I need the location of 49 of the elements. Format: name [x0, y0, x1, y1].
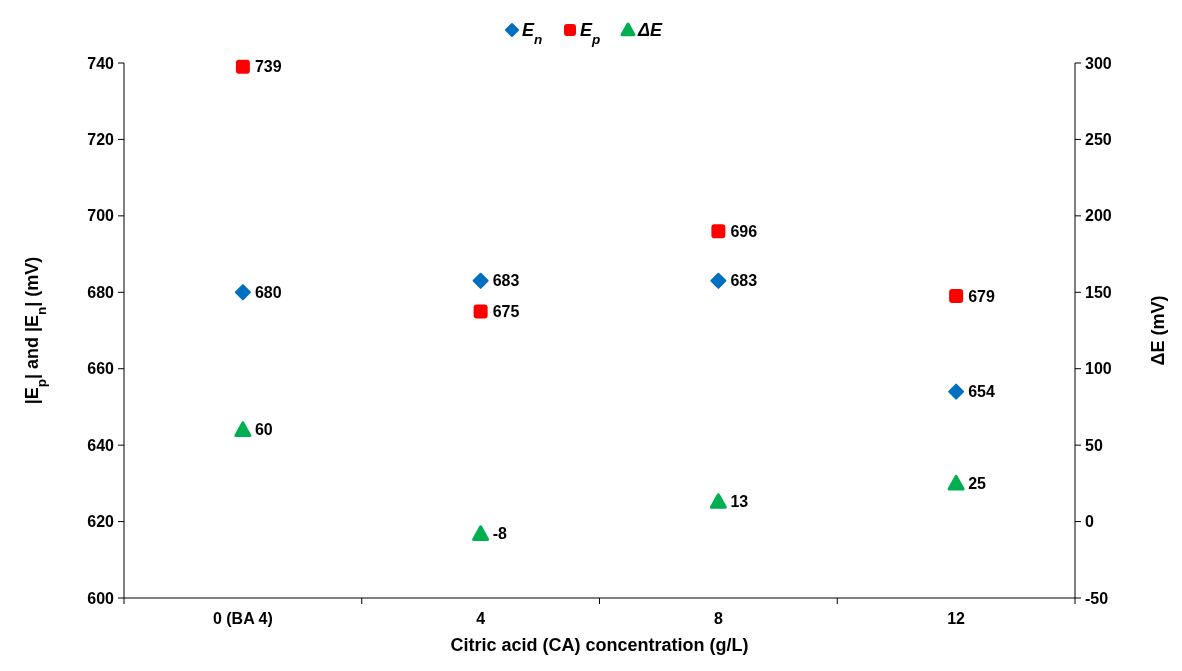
- y2-tick-label: 300: [1085, 54, 1112, 72]
- data-label: 739: [254, 58, 282, 76]
- data-label: 679: [968, 287, 995, 305]
- y2-tick-label: 100: [1085, 360, 1112, 378]
- legend-label: E$_{n}$: [522, 20, 543, 47]
- data-label: 60: [254, 421, 273, 439]
- point: [710, 272, 727, 289]
- point: [472, 272, 489, 289]
- y2-tick-label: 50: [1085, 436, 1103, 454]
- y2-tick-label: 150: [1085, 283, 1112, 301]
- y-tick-label: 620: [87, 513, 115, 531]
- point: [472, 525, 490, 541]
- y-tick-label: 680: [87, 283, 115, 301]
- y-tick-label: 740: [87, 54, 115, 72]
- y2-tick-label: 200: [1085, 207, 1112, 225]
- y-tick-label: 660: [87, 360, 115, 378]
- data-label: 696: [730, 222, 758, 240]
- point: [711, 224, 726, 239]
- x-tick-label: 4: [476, 610, 486, 627]
- data-label: -8: [492, 525, 507, 543]
- data-label: 675: [492, 302, 520, 320]
- point: [234, 284, 251, 301]
- y2-tick-label: -50: [1085, 589, 1109, 607]
- data-label: 683: [492, 272, 520, 290]
- y-tick-label: 700: [87, 207, 115, 225]
- y-tick-label: 600: [87, 589, 115, 607]
- point: [948, 383, 965, 400]
- data-label: 25: [968, 474, 987, 492]
- x-tick-label: 8: [713, 610, 723, 627]
- point: [473, 304, 488, 319]
- legend-label: E$_{p}$: [580, 20, 601, 47]
- point: [709, 493, 727, 509]
- y-tick-label: 640: [87, 436, 115, 454]
- point: [235, 59, 250, 74]
- data-label: 680: [254, 283, 282, 301]
- x-tick-label: 12: [947, 610, 966, 627]
- point: [234, 421, 252, 437]
- y2-tick-label: 0: [1085, 513, 1094, 531]
- data-label: 683: [730, 272, 758, 290]
- y2-axis-title: ΔE (mV): [1148, 295, 1168, 366]
- point: [947, 474, 965, 491]
- legend-label: ΔE: [637, 20, 664, 41]
- x-axis-title: Citric acid (CA) concentration (g/L): [450, 635, 749, 655]
- y2-tick-label: 250: [1085, 131, 1112, 149]
- point: [949, 289, 964, 304]
- x-tick-label: 0 (BA 4): [212, 610, 273, 627]
- data-label: 654: [968, 383, 995, 401]
- data-label: 13: [730, 493, 749, 511]
- y-tick-label: 720: [87, 131, 115, 149]
